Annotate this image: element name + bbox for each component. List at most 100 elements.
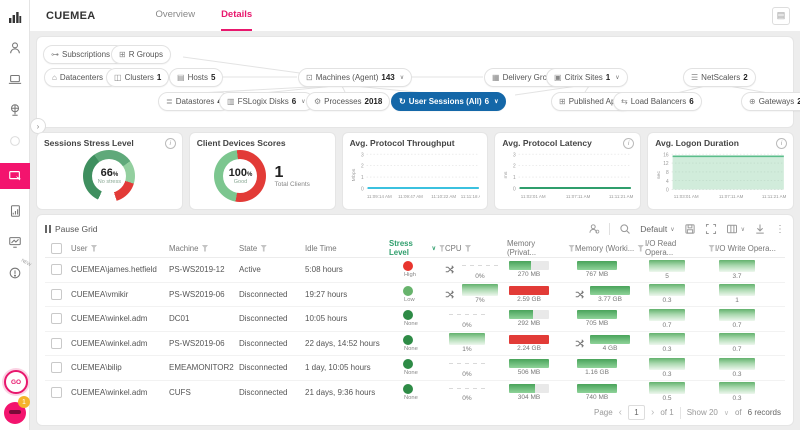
- alerts-icon[interactable]: NEW: [6, 258, 32, 282]
- io-chip: [719, 382, 755, 395]
- columns-selector[interactable]: ∨: [726, 223, 745, 235]
- devices-icon[interactable]: [6, 70, 24, 88]
- shuffle-icon: [445, 290, 454, 299]
- avatar-emoji: [9, 410, 21, 414]
- node-citrix-sites[interactable]: ▣ Citrix Sites 1 ∨: [546, 68, 628, 87]
- filter-icon[interactable]: [90, 244, 98, 252]
- filter-icon[interactable]: [260, 244, 268, 252]
- svg-text:11:07:11 AM: 11:07:11 AM: [719, 194, 744, 199]
- row-checkbox[interactable]: [51, 362, 62, 374]
- info-icon[interactable]: i: [775, 138, 787, 149]
- node-fslogix-disks[interactable]: ▥ FSLogix Disks 6 ∨: [219, 92, 314, 111]
- node-r-groups[interactable]: ⊞ R Groups: [111, 45, 171, 64]
- chevron-down-icon[interactable]: ∨: [494, 99, 499, 105]
- stats-bars-icon[interactable]: [6, 8, 24, 26]
- current-page[interactable]: 1: [628, 405, 646, 420]
- col-io-read[interactable]: I/O Read Opera...: [645, 239, 715, 257]
- pause-grid-button[interactable]: Pause Grid: [45, 224, 98, 234]
- node-processes[interactable]: ⚙ Processes 2018: [306, 92, 391, 111]
- tab-overview[interactable]: Overview: [155, 9, 196, 20]
- hosts-icon: ▤: [177, 73, 185, 82]
- col-user[interactable]: User: [71, 244, 169, 253]
- svg-text:11:07:11 AM: 11:07:11 AM: [566, 194, 591, 199]
- col-idle-time[interactable]: Idle Time: [305, 243, 337, 253]
- chevron-down-icon[interactable]: ∨: [301, 99, 306, 105]
- save-view-icon[interactable]: [684, 223, 696, 235]
- node-machines-agent[interactable]: ⊡ Machines (Agent) 143 ∨: [298, 68, 413, 87]
- network-globe-icon[interactable]: [6, 101, 24, 119]
- topology-connectors: [99, 53, 780, 96]
- sessions-module-icon-active[interactable]: [0, 163, 30, 189]
- divider: [609, 223, 611, 235]
- machines-icon: ⊡: [306, 73, 313, 82]
- col-stress-level[interactable]: Stress Level ∨: [389, 239, 445, 257]
- node-netscalers[interactable]: ☰ NetScalers 2: [683, 68, 756, 87]
- node-load-balancers[interactable]: ⇆ Load Balancers 6: [613, 92, 702, 111]
- row-checkbox[interactable]: [51, 337, 62, 349]
- col-io-write[interactable]: I/O Write Opera...: [715, 243, 776, 253]
- table-row[interactable]: CUEMEA\vmikir PS-WS2019-06 Disconnected …: [45, 283, 785, 307]
- user-avatar[interactable]: 1: [4, 396, 30, 424]
- io-chip: [649, 357, 685, 370]
- svg-text:1: 1: [361, 175, 364, 181]
- col-memory-private[interactable]: Memory (Privat...: [507, 239, 575, 257]
- view-selector[interactable]: Default ∨: [640, 224, 675, 234]
- row-checkbox[interactable]: [51, 386, 62, 398]
- report-icon[interactable]: [6, 202, 24, 220]
- table-row[interactable]: CUEMEA\winkel.adm DC01 Disconnected 10:0…: [45, 307, 785, 332]
- tab-details[interactable]: Details: [221, 0, 253, 31]
- user-sessions-icon: ↻: [399, 97, 406, 106]
- datastores-icon: ≣: [166, 97, 173, 106]
- node-user-sessions[interactable]: ↻ User Sessions (All) 6 ∨: [391, 92, 507, 111]
- dashboard-monitor-icon[interactable]: [6, 233, 24, 251]
- col-machine[interactable]: Machine: [169, 244, 239, 253]
- more-options-icon[interactable]: ⋮: [775, 223, 785, 235]
- table-row[interactable]: CUEMEA\winkel.adm CUFS Disconnected 21 d…: [45, 381, 785, 405]
- info-icon[interactable]: i: [164, 138, 176, 149]
- row-checkbox[interactable]: [51, 264, 62, 276]
- filter-icon[interactable]: [637, 244, 645, 252]
- row-checkbox[interactable]: [51, 288, 62, 300]
- io-chip: [719, 284, 755, 297]
- filter-icon[interactable]: [568, 244, 575, 252]
- prev-page-icon[interactable]: ‹: [618, 407, 623, 418]
- user-settings-icon[interactable]: [588, 223, 600, 235]
- shuffle-icon: [575, 339, 584, 348]
- node-gateways[interactable]: ⊕ Gateways 2: [741, 92, 800, 111]
- chevron-down-icon[interactable]: ∨: [615, 75, 620, 81]
- throughput-chart: 3 2 1 0 Mbps 11:09:14 AM 11:09:47 AM 11:…: [351, 152, 481, 199]
- disabled-module-icon: [6, 132, 24, 150]
- table-row[interactable]: CUEMEA\bilip EMEAMONITOR2 Disconnected 1…: [45, 356, 785, 381]
- fullscreen-icon[interactable]: [705, 223, 717, 235]
- col-cpu[interactable]: CPU: [445, 244, 507, 253]
- memory-bar: [509, 261, 549, 271]
- filter-icon[interactable]: [708, 244, 715, 252]
- node-clusters[interactable]: ◫ Clusters 1: [106, 68, 170, 87]
- node-hosts[interactable]: ▤ Hosts 5: [169, 68, 224, 87]
- col-memory-working[interactable]: Memory (Worki...: [575, 244, 645, 253]
- col-state[interactable]: State: [239, 244, 305, 253]
- svg-text:11:11:21 AM: 11:11:21 AM: [609, 194, 633, 199]
- filter-icon[interactable]: [438, 244, 445, 252]
- main-area: CUEMEA Overview Details ▤: [30, 0, 800, 430]
- layout-options-icon[interactable]: ▤: [772, 6, 790, 25]
- chevron-down-icon[interactable]: ∨: [723, 409, 729, 417]
- filter-icon[interactable]: [464, 244, 472, 252]
- table-row[interactable]: CUEMEA\james.hetfield PS-WS2019-12 Activ…: [45, 258, 785, 283]
- download-icon[interactable]: [754, 223, 766, 235]
- go-badge[interactable]: GO: [4, 370, 28, 394]
- filter-icon[interactable]: [201, 244, 209, 252]
- table-row[interactable]: CUEMEA\winkel.adm PS-WS2019-06 Disconnec…: [45, 332, 785, 356]
- next-page-icon[interactable]: ›: [651, 407, 655, 418]
- cpu-chip: [449, 333, 485, 346]
- select-all-checkbox[interactable]: [51, 242, 62, 254]
- users-icon[interactable]: [6, 39, 24, 57]
- page-size-selector[interactable]: Show 20: [686, 408, 718, 417]
- search-icon[interactable]: [619, 223, 631, 235]
- info-icon[interactable]: i: [623, 138, 635, 149]
- card-title: Avg. Protocol Throughput: [349, 138, 455, 148]
- chevron-down-icon[interactable]: ∨: [399, 75, 405, 81]
- latency-chart: 3 2 1 0 ms 11:02:01 AM 11:07:11 AM 11:11…: [503, 152, 633, 199]
- row-checkbox[interactable]: [51, 313, 62, 325]
- svg-text:8: 8: [666, 170, 669, 176]
